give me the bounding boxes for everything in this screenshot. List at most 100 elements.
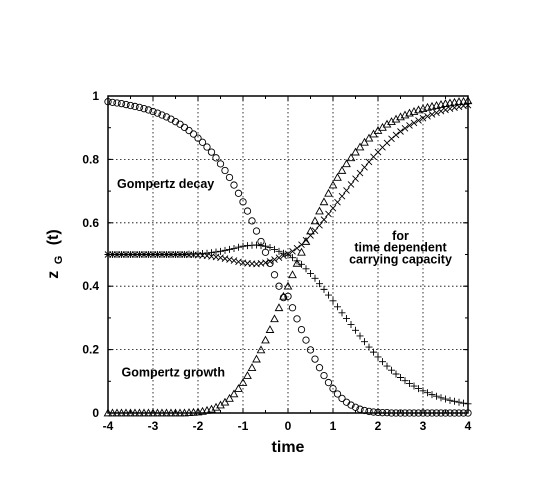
x-tick-label: -1 bbox=[238, 419, 249, 433]
data-point-plus bbox=[410, 382, 418, 390]
data-point-circle bbox=[437, 409, 445, 417]
data-point-circle bbox=[464, 409, 472, 417]
data-point-circle bbox=[459, 409, 468, 417]
x-axis-title: time bbox=[272, 439, 305, 456]
data-point-plus bbox=[235, 243, 242, 251]
data-point-x bbox=[361, 164, 368, 171]
data-point-triangle bbox=[283, 281, 293, 290]
data-point-plus bbox=[388, 366, 395, 374]
series-circle bbox=[104, 98, 472, 417]
data-point-triangle bbox=[112, 408, 122, 417]
data-point-circle bbox=[117, 99, 126, 108]
data-point-x bbox=[230, 257, 238, 264]
data-point-circle bbox=[185, 126, 193, 135]
data-point-triangle bbox=[229, 389, 239, 398]
data-point-triangle bbox=[130, 408, 140, 417]
data-point-plus bbox=[284, 251, 292, 259]
data-point-circle bbox=[261, 248, 270, 256]
data-point-circle bbox=[171, 118, 180, 126]
data-point-circle bbox=[252, 227, 261, 235]
data-point-circle bbox=[365, 407, 373, 416]
data-point-plus bbox=[212, 248, 220, 256]
data-point-plus bbox=[464, 400, 472, 408]
data-point-circle bbox=[441, 409, 450, 417]
data-point-triangle bbox=[445, 98, 455, 107]
data-point-x bbox=[329, 204, 337, 212]
data-point-x bbox=[352, 175, 359, 183]
x-tick-label: 2 bbox=[375, 419, 382, 433]
data-point-circle bbox=[410, 409, 418, 417]
data-point-plus bbox=[428, 391, 436, 399]
annotation-text: Gompertz decay bbox=[117, 177, 214, 191]
data-point-triangle bbox=[342, 159, 351, 168]
data-point-x bbox=[347, 181, 355, 188]
data-point-triangle bbox=[171, 408, 180, 417]
data-point-triangle bbox=[324, 188, 333, 197]
data-point-circle bbox=[302, 336, 310, 344]
data-point-triangle bbox=[193, 407, 203, 416]
data-point-x bbox=[266, 258, 274, 265]
data-point-plus bbox=[311, 274, 319, 282]
data-point-plus bbox=[424, 389, 431, 397]
annotation-text: for bbox=[392, 229, 409, 243]
x-tick-label: 4 bbox=[465, 419, 472, 433]
data-point-triangle bbox=[265, 325, 275, 333]
x-tick-label: -4 bbox=[103, 419, 114, 433]
data-point-plus bbox=[379, 358, 386, 366]
data-point-circle bbox=[198, 138, 207, 146]
data-point-x bbox=[401, 125, 409, 132]
data-point-x bbox=[428, 111, 436, 118]
data-point-circle bbox=[369, 408, 378, 416]
data-point-x bbox=[311, 227, 319, 235]
data-point-triangle bbox=[252, 354, 261, 363]
data-point-plus bbox=[275, 247, 283, 255]
data-point-triangle bbox=[337, 165, 347, 174]
data-point-triangle bbox=[234, 384, 243, 392]
data-point-plus bbox=[316, 280, 323, 288]
data-point-triangle bbox=[103, 408, 113, 417]
data-point-triangle bbox=[162, 408, 171, 417]
data-point-x bbox=[235, 258, 242, 266]
x-tick-labels: -4 -3 -2 -1 0 1 2 3 4 bbox=[103, 419, 472, 433]
data-point-plus bbox=[257, 242, 265, 250]
data-point-circle bbox=[423, 409, 432, 417]
y-axis-title-suffix: (t) bbox=[45, 229, 62, 245]
data-point-triangle bbox=[261, 335, 270, 344]
data-point-circle bbox=[329, 384, 337, 393]
data-point-x bbox=[388, 135, 395, 143]
y-axis-title-main: z bbox=[45, 271, 62, 279]
y-tick-label: 1 bbox=[92, 89, 99, 103]
data-point-plus bbox=[203, 249, 211, 257]
data-point-plus bbox=[226, 245, 233, 253]
data-point-circle bbox=[216, 160, 225, 168]
data-point-plus bbox=[374, 353, 382, 361]
data-point-plus bbox=[397, 373, 404, 381]
data-point-x bbox=[433, 109, 440, 117]
data-point-plus bbox=[437, 394, 445, 402]
data-point-circle bbox=[158, 111, 166, 119]
data-point-plus bbox=[289, 254, 296, 262]
data-point-circle bbox=[333, 390, 342, 398]
data-point-plus bbox=[370, 348, 377, 356]
data-point-circle bbox=[455, 409, 463, 417]
data-point-circle bbox=[288, 304, 297, 312]
data-point-triangle bbox=[288, 270, 297, 279]
data-point-circle bbox=[189, 130, 198, 138]
data-point-circle bbox=[356, 405, 364, 413]
data-point-x bbox=[217, 254, 224, 261]
data-point-circle bbox=[387, 409, 396, 417]
annotation-text: carrying capacity bbox=[349, 252, 452, 266]
data-point-x bbox=[397, 128, 404, 135]
data-point-circle bbox=[113, 99, 121, 107]
y-tick-labels: 0 0.2 0.4 0.6 0.8 1 bbox=[82, 89, 99, 420]
data-point-circle bbox=[351, 403, 360, 411]
data-point-x bbox=[275, 254, 283, 261]
data-point-plus bbox=[302, 265, 310, 273]
data-point-circle bbox=[122, 100, 130, 109]
data-point-circle bbox=[392, 409, 400, 417]
data-point-plus bbox=[343, 315, 350, 323]
data-point-triangle bbox=[270, 314, 279, 323]
data-point-triangle bbox=[166, 408, 176, 417]
